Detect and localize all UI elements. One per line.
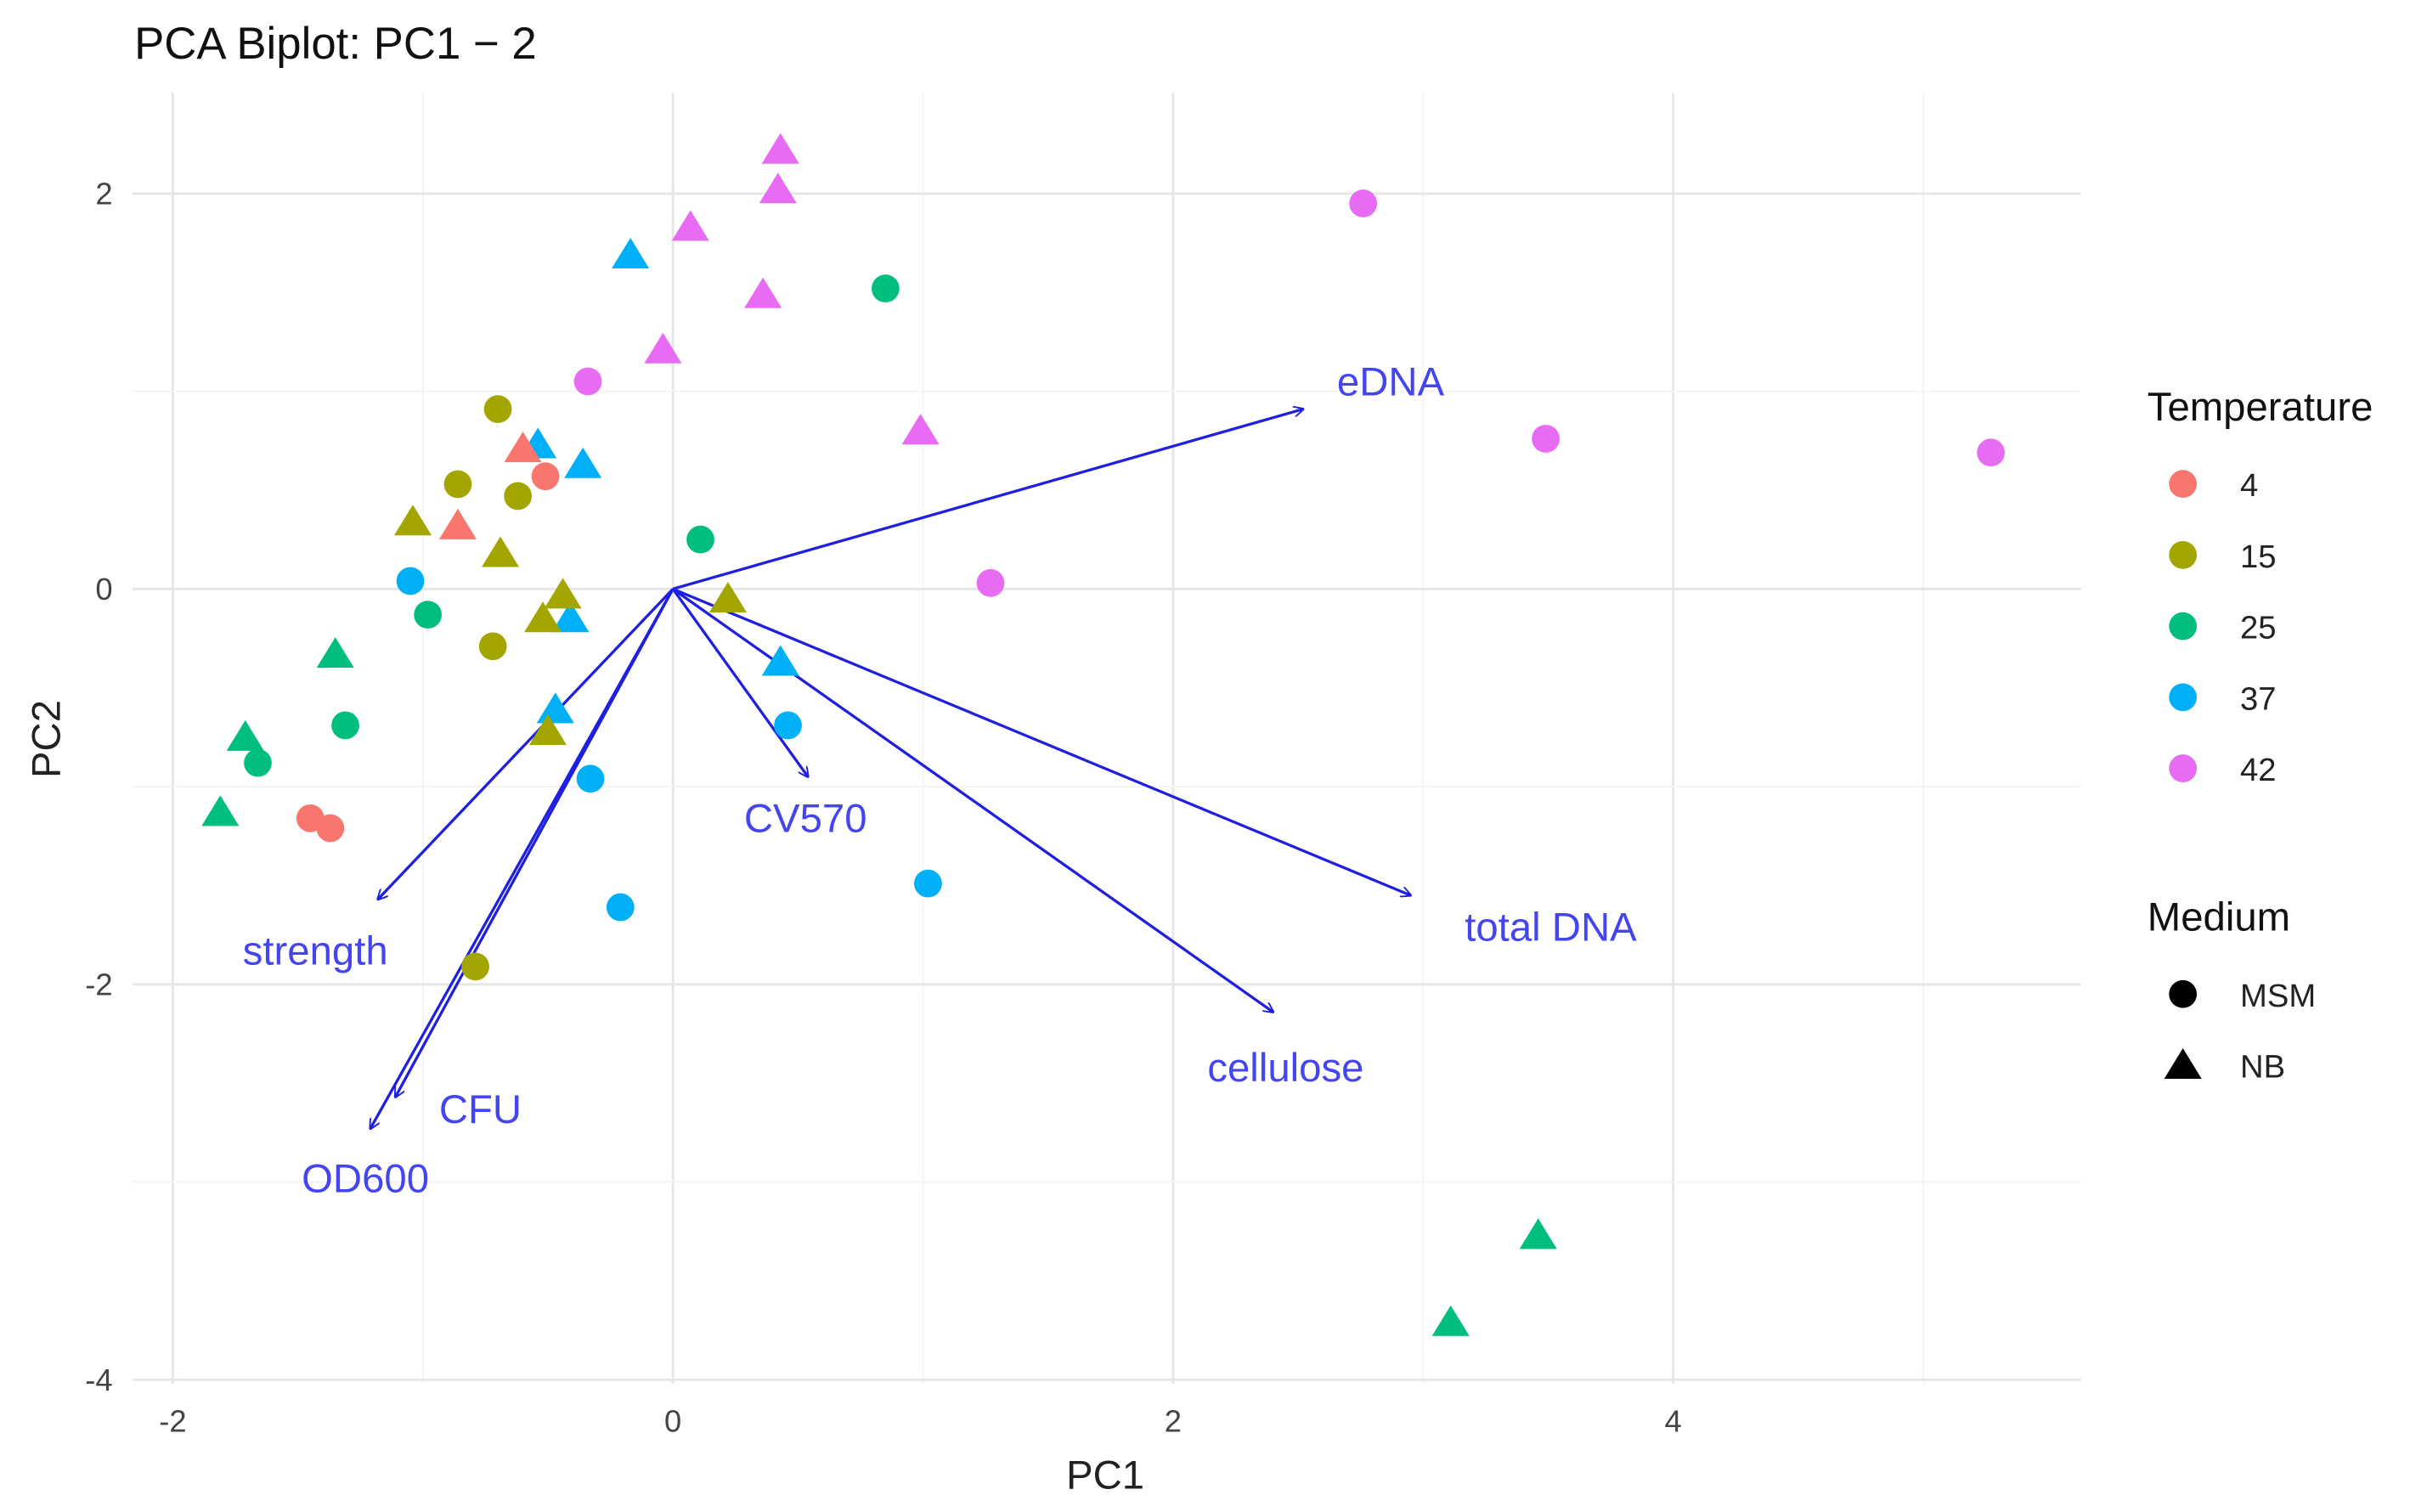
loading-label: CV570 [744, 797, 867, 842]
data-point-circle [531, 462, 560, 491]
legend-swatch [2169, 683, 2198, 712]
data-point-circle [461, 952, 489, 981]
data-point-circle [976, 568, 1005, 597]
legend-swatch [2169, 470, 2198, 499]
data-point-circle [483, 395, 512, 423]
legend-label: NB [2240, 1049, 2285, 1086]
legend-label: 37 [2240, 680, 2277, 717]
data-point-circle [686, 525, 714, 554]
data-point-triangle [482, 536, 520, 567]
data-point-triangle [1519, 1218, 1557, 1250]
data-point-triangle [761, 133, 799, 164]
data-point-triangle [761, 645, 799, 676]
x-tick-label: 4 [1665, 1403, 1682, 1438]
data-point-triangle [524, 601, 562, 633]
data-point-triangle [759, 172, 797, 204]
data-point-circle [573, 367, 602, 396]
x-tick-label: -2 [159, 1403, 186, 1438]
data-point-circle [774, 711, 802, 740]
data-point-circle [606, 893, 635, 922]
data-point-triangle [528, 714, 567, 745]
data-point-triangle [536, 692, 574, 724]
data-point-triangle [671, 210, 709, 241]
data-point-circle [331, 711, 359, 740]
legend-title-temperature: Temperature [2148, 385, 2373, 430]
data-point-circle [576, 764, 605, 793]
data-point-triangle [612, 238, 650, 269]
data-point-circle [1532, 425, 1560, 453]
data-point-triangle [226, 719, 264, 751]
loading-label: OD600 [302, 1156, 429, 1201]
x-tick-label: 0 [664, 1403, 681, 1438]
data-point-triangle [1431, 1305, 1470, 1336]
points [201, 133, 2005, 1336]
data-point-triangle [201, 795, 240, 827]
y-tick-label: -2 [85, 968, 112, 1002]
data-point-triangle [393, 505, 432, 536]
data-point-circle [1977, 438, 2005, 467]
legend-label: 15 [2240, 539, 2277, 575]
legend: Temperature 4 15 25 37 42 Medium MSM NB [2148, 385, 2373, 1086]
data-point-triangle [551, 601, 590, 633]
data-point-circle [478, 632, 507, 661]
data-point-circle [316, 814, 345, 843]
data-point-triangle [644, 332, 682, 364]
loading-label: CFU [439, 1087, 522, 1132]
data-point-circle [414, 601, 443, 629]
data-point-triangle [438, 508, 477, 539]
data-point-circle [872, 274, 900, 302]
y-tick-label: 2 [95, 177, 112, 212]
axes: -2 0 2 4 -4 -2 0 2 [85, 177, 1682, 1439]
legend-shape-triangle [2164, 1047, 2202, 1080]
legend-label: MSM [2240, 978, 2316, 1014]
loading-label: cellulose [1207, 1046, 1363, 1091]
data-point-triangle [708, 581, 747, 613]
loading-label: strength [243, 929, 388, 974]
data-point-circle [244, 748, 272, 777]
data-point-triangle [504, 432, 542, 463]
loading-arrow [672, 587, 1410, 895]
legend-label: 4 [2240, 467, 2258, 504]
chart-title: PCA Biplot: PC1 − 2 [134, 19, 537, 69]
data-point-circle [914, 869, 942, 898]
y-tick-label: 0 [95, 572, 112, 606]
loading-arrows: eDNA total DNA cellulose CV570 strength CFUOD… [243, 359, 1637, 1201]
x-tick-label: 2 [1165, 1403, 1182, 1438]
loading-arrow [671, 588, 808, 776]
data-point-triangle [544, 578, 582, 609]
data-point-circle [504, 482, 533, 511]
data-point-triangle [901, 414, 940, 445]
x-axis-label: PC1 [1066, 1453, 1144, 1498]
data-point-triangle [744, 277, 782, 308]
legend-swatch [2169, 754, 2198, 782]
loading-arrow [672, 409, 1303, 590]
legend-title-medium: Medium [2148, 895, 2290, 940]
loading-label: eDNA [1337, 359, 1445, 404]
legend-swatch [2169, 541, 2198, 569]
legend-label: 25 [2240, 610, 2277, 646]
y-axis-label: PC2 [25, 700, 70, 778]
data-point-triangle [564, 447, 602, 478]
data-point-circle [1349, 189, 1378, 217]
data-point-circle [396, 567, 425, 595]
loading-arrow [370, 588, 674, 1128]
data-point-circle [443, 470, 472, 499]
loading-label: total DNA [1465, 906, 1637, 951]
data-point-triangle [316, 637, 354, 669]
legend-label: 42 [2240, 752, 2277, 788]
legend-shape-circle [2169, 979, 2198, 1008]
loading-arrow [378, 588, 674, 899]
legend-swatch [2169, 612, 2198, 640]
y-tick-label: -4 [85, 1362, 112, 1397]
